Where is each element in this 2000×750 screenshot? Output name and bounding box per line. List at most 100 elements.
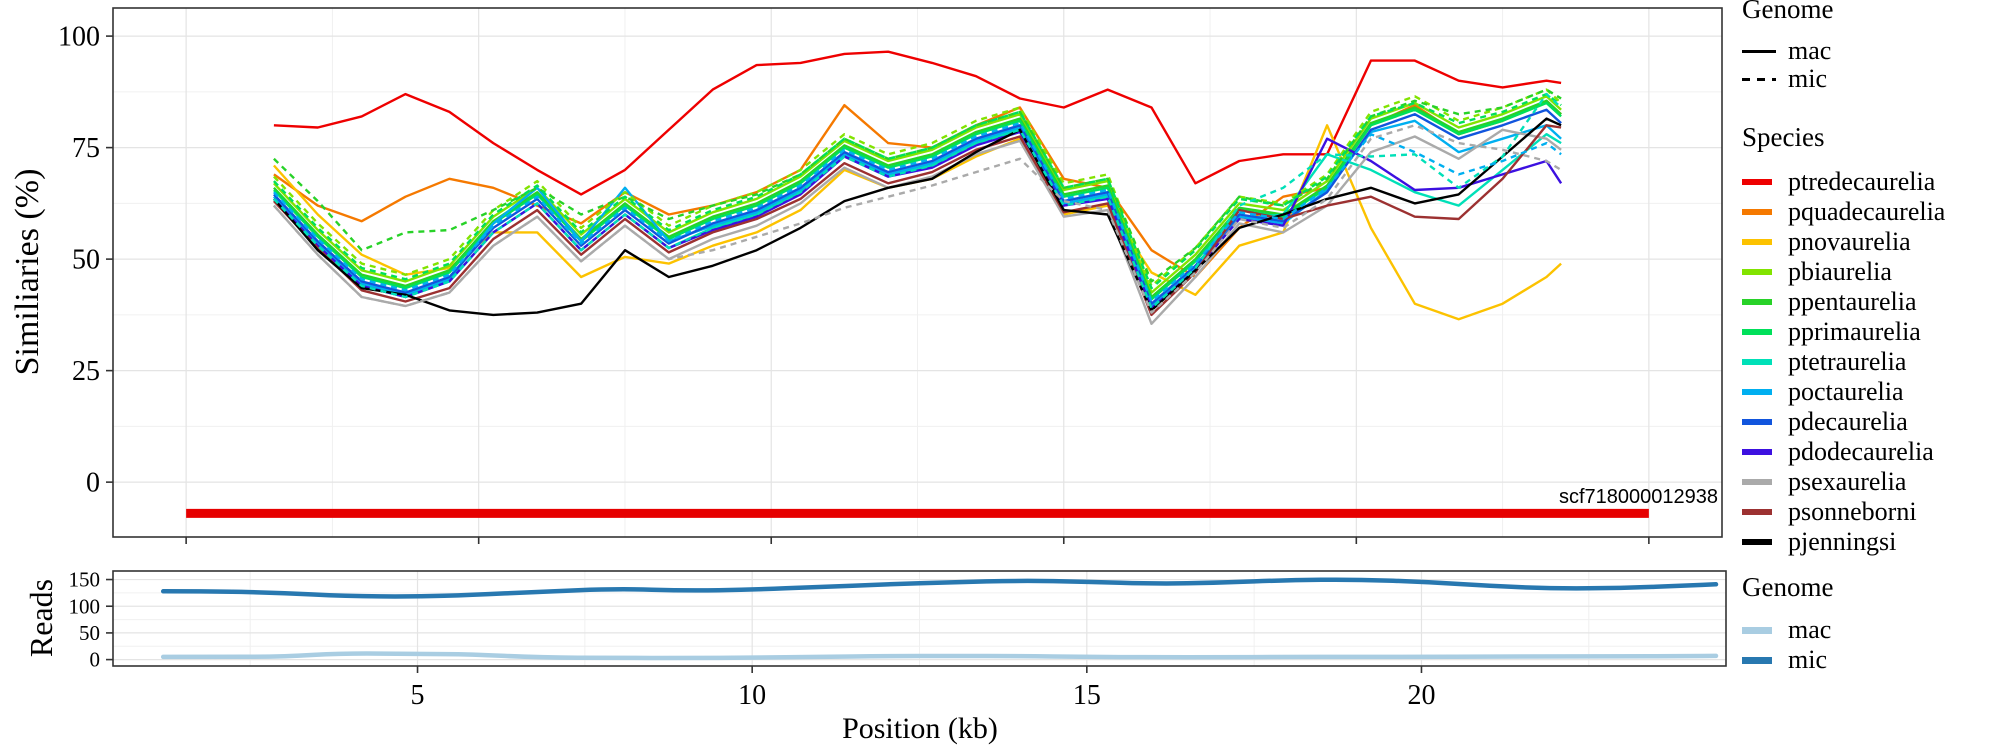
legend-genome-top-title: Genome [1742,0,1834,24]
similarity-panel-border [112,7,1723,538]
mac-linetype-swatch [1742,49,1776,53]
svg-text:10: 10 [738,680,766,711]
pnovaurelia-color-swatch [1742,239,1772,245]
pjenningsi-color-swatch [1742,539,1772,545]
legend-reads-genome-mac-label: mac [1788,615,1832,644]
series-pjenningsi-mac [272,117,1562,317]
legend-species-pnovaurelia: pnovaurelia [1742,227,1945,257]
svg-text:100: 100 [69,594,101,618]
legend-species-pquadecaurelia: pquadecaurelia [1742,197,1945,227]
ptredecaurelia-color-swatch [1742,179,1772,185]
legend-species-items: ptredecaurelia pquadecaurelia pnovaurelia p… [1742,167,1945,557]
svg-text:50: 50 [79,621,100,645]
legend-species-pnovaurelia-label: pnovaurelia [1788,227,1911,256]
svg-text:15: 15 [1073,680,1101,711]
ptetraurelia-color-swatch [1742,359,1772,365]
mic-linetype-swatch [1742,77,1776,81]
psonneborni-color-swatch [1742,509,1772,515]
legend-species-psonneborni-label: psonneborni [1788,497,1917,526]
legend-genome-mic-label: mic [1788,64,1827,93]
legend-genome-bottom-items: mac mic [1742,615,1833,675]
svg-text:5: 5 [411,680,425,711]
legend-species-pquadecaurelia-label: pquadecaurelia [1788,197,1946,226]
reads-panel-gridlines [113,571,1726,666]
x-axis-title: Position (kb) [842,712,998,745]
pdecaurelia-color-swatch [1742,419,1772,425]
legend-genome-bottom: Genome mac mic [1742,572,1833,675]
series-psexaurelia-mic [273,124,1562,314]
reads-mic-color-swatch [1742,656,1772,664]
legend-genome-mac-label: mac [1788,36,1832,65]
legend-species-poctaurelia-label: poctaurelia [1788,377,1904,406]
series-poctaurelia-mac [273,119,1562,308]
legend-species-pjenningsi-label: pjenningsi [1788,527,1897,556]
legend-species-psonneborni: psonneborni [1742,497,1945,527]
reads-panel-border [112,570,1727,667]
pquadecaurelia-color-swatch [1742,209,1772,215]
legend-species-pdecaurelia: pdecaurelia [1742,407,1945,437]
reads-mac-color-swatch [1742,626,1772,634]
pdodecaurelia-color-swatch [1742,449,1772,455]
legend-species-ppentaurelia-label: ppentaurelia [1788,287,1917,316]
legend-species-pprimaurelia-label: pprimaurelia [1788,317,1921,346]
pprimaurelia-color-swatch [1742,329,1772,335]
legend-species-ptetraurelia: ptetraurelia [1742,347,1945,377]
legend-genome-top-items: mac mic [1742,36,1833,93]
legend-species-pdecaurelia-label: pdecaurelia [1788,407,1908,436]
legend-genome-top: Genome mac mic [1742,0,1833,93]
svg-text:75: 75 [72,133,100,164]
legend-genome-mic: mic [1742,64,1833,93]
series-ptetraurelia-mic [273,92,1562,310]
svg-text:0: 0 [90,648,101,672]
legend-reads-genome-mic-label: mic [1788,645,1827,674]
series-ptredecaurelia-mac [273,50,1562,196]
svg-text:150: 150 [69,568,101,592]
legend-species-pdodecaurelia-label: pdodecaurelia [1788,437,1934,466]
svg-text:0: 0 [86,468,100,499]
svg-text:100: 100 [58,22,100,53]
series-pdecaurelia-mac [273,108,1562,305]
legend-reads-genome-mic: mic [1742,645,1833,675]
reads-y-axis-title: Reads [23,579,59,657]
series-pbiaurelia-mic [273,88,1562,288]
scaffold-annotation: scf718000012938 [1559,486,1718,508]
legend-species-pprimaurelia: pprimaurelia [1742,317,1945,347]
legend-species-ptredecaurelia: ptredecaurelia [1742,167,1945,197]
legend-species-title: Species [1742,122,1825,152]
legend-species-ppentaurelia: ppentaurelia [1742,287,1945,317]
legend-species-poctaurelia: poctaurelia [1742,377,1945,407]
legend-reads-genome-mac: mac [1742,615,1833,645]
series-psexaurelia-mac [273,128,1562,325]
legend-species-pjenningsi: pjenningsi [1742,527,1945,557]
reads-series-mac [160,651,1719,661]
legend-species-ptetraurelia-label: ptetraurelia [1788,347,1907,376]
legend-species-pbiaurelia-label: pbiaurelia [1788,257,1892,286]
series-poctaurelia-mic [273,121,1562,303]
legend-species-pbiaurelia: pbiaurelia [1742,257,1945,287]
series-psonneborni-mac [273,124,1562,317]
svg-text:25: 25 [72,356,100,387]
series-pdodecaurelia-mac [273,130,1563,310]
legend-species: Species ptredecaurelia pquadecaurelia pnov… [1742,122,1945,557]
psexaurelia-color-swatch [1742,479,1772,485]
series-pprimaurelia-mic [273,92,1562,290]
legend-genome-mac: mac [1742,36,1833,65]
reads-series-mic [160,577,1719,599]
series-pbiaurelia-mac [273,95,1562,294]
poctaurelia-color-swatch [1742,389,1772,395]
ppentaurelia-color-swatch [1742,299,1772,305]
similarity-panel-series [272,50,1563,325]
legend-species-psexaurelia-label: psexaurelia [1788,467,1907,496]
similarity-panel-axes: 0 25 50 75 100 [58,22,1650,544]
svg-text:20: 20 [1407,680,1435,711]
legend-species-ptredecaurelia-label: ptredecaurelia [1788,167,1936,196]
svg-text:50: 50 [72,245,100,276]
pbiaurelia-color-swatch [1742,269,1772,275]
legend-species-psexaurelia: psexaurelia [1742,467,1945,497]
legend-species-pdodecaurelia: pdodecaurelia [1742,437,1945,467]
series-ppentaurelia-mac [273,99,1562,299]
legend-genome-bottom-title: Genome [1742,572,1834,602]
